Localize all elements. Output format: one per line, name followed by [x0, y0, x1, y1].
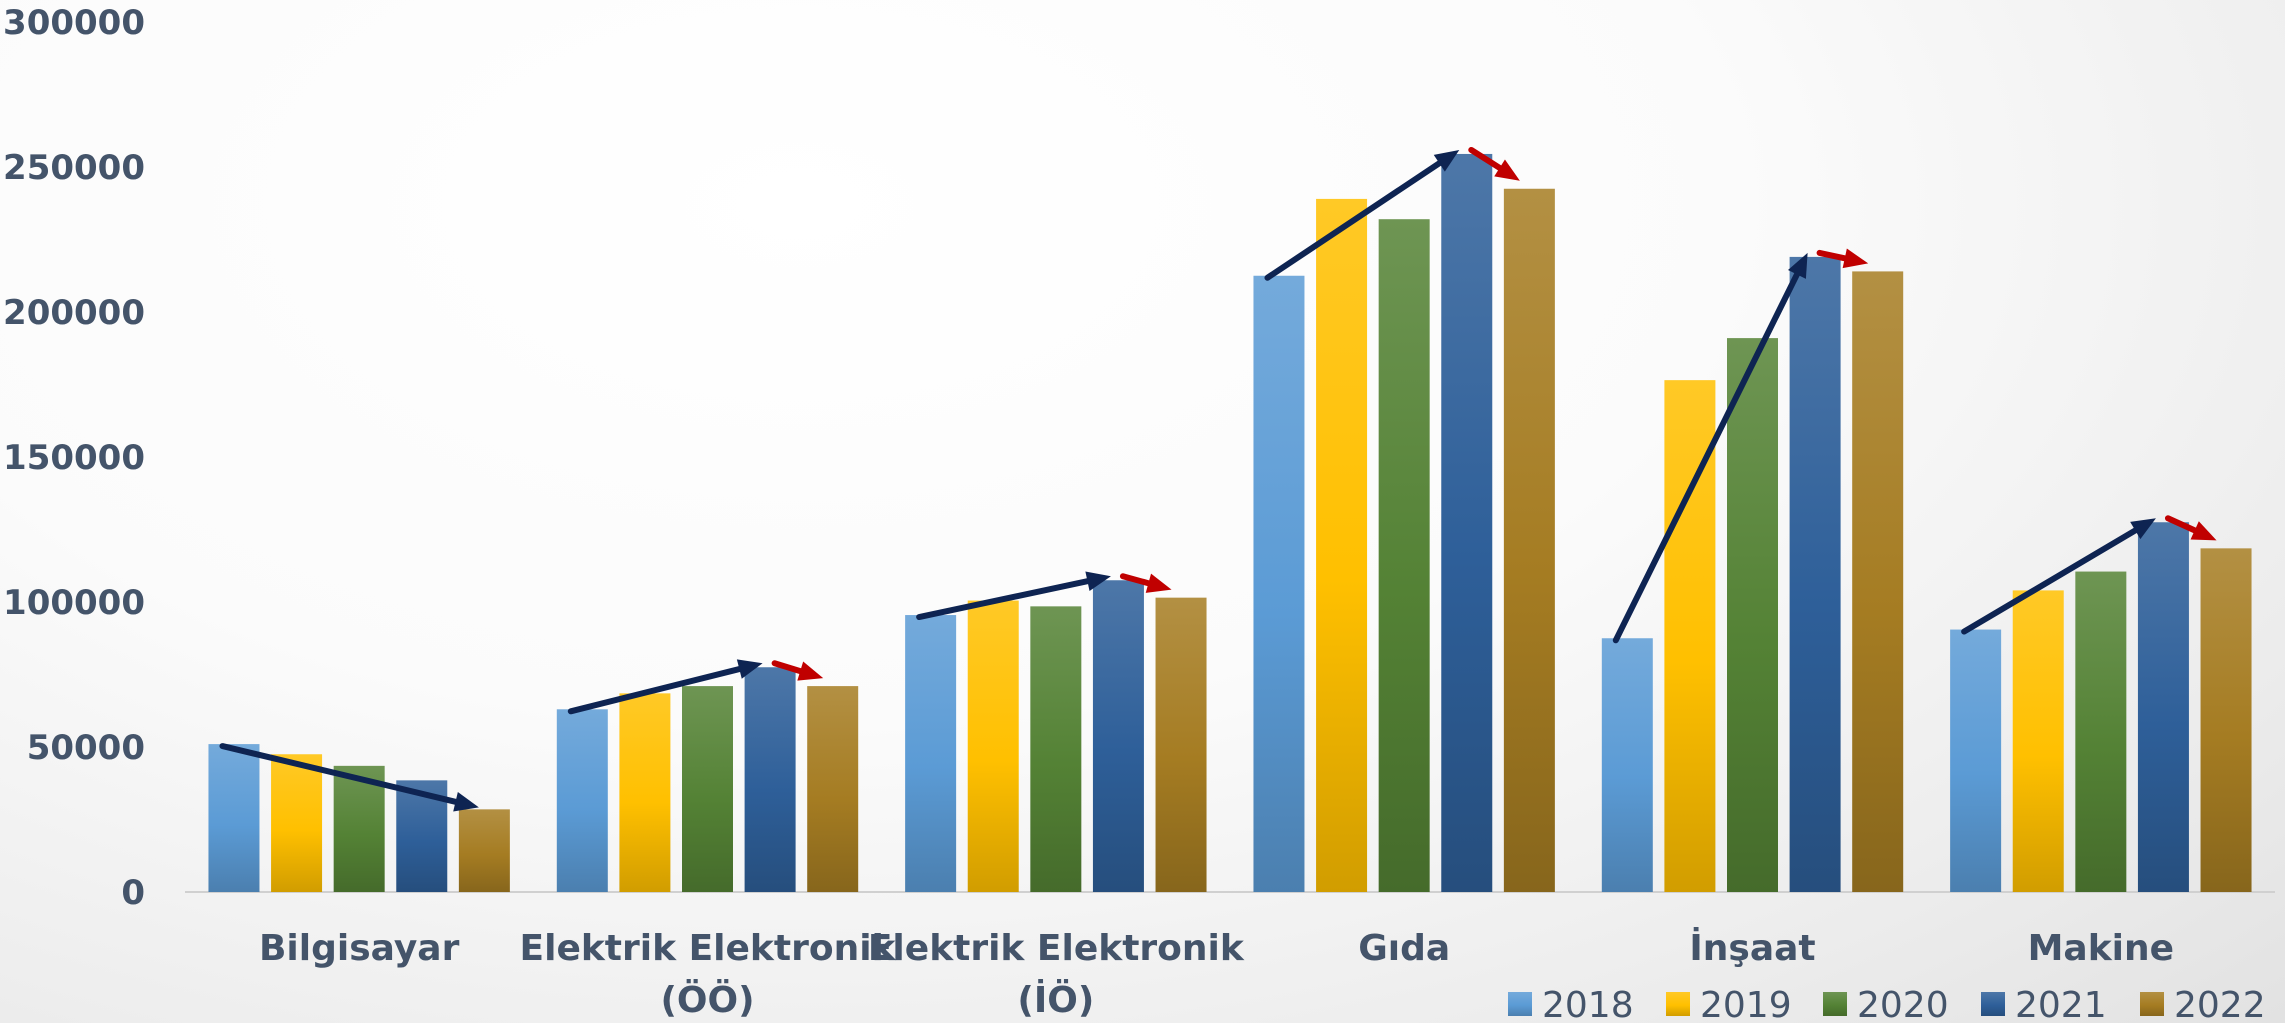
trend-arrow-line	[916, 578, 1091, 621]
trend-arrow-line	[1264, 160, 1443, 281]
bar	[905, 615, 957, 892]
legend-swatch	[1823, 992, 1847, 1016]
bar	[458, 809, 510, 892]
y-tick-label: 100000	[3, 583, 145, 623]
bar	[1503, 188, 1555, 892]
legend-swatch	[1508, 992, 1532, 1016]
legend-swatch	[1981, 992, 2005, 1016]
bar	[1727, 338, 1778, 893]
y-tick-label: 300000	[3, 3, 145, 43]
x-tick-label: Elektrik Elektronik (İÖ)	[868, 928, 1245, 1021]
bars	[208, 153, 2252, 893]
trend-arrow-line	[1816, 249, 1848, 262]
bar	[333, 765, 385, 892]
y-tick-label: 0	[121, 873, 145, 913]
trend-arrow-line	[1612, 271, 1800, 644]
trend-arrow-line	[1119, 573, 1152, 587]
x-tick-label: Bilgisayar	[259, 928, 460, 969]
bar	[2075, 571, 2127, 892]
trend-arrow-head	[453, 792, 479, 812]
y-axis: 0 50000 100000 150000 200000 250000 300000	[3, 3, 145, 913]
trend-arrow-head	[1494, 159, 1520, 181]
legend-label: 2020	[1857, 985, 1949, 1023]
trend-arrow-line	[219, 743, 459, 805]
trend-arrow-head	[1433, 149, 1460, 172]
trend-arrow-head	[1085, 571, 1111, 592]
bar	[1664, 380, 1716, 892]
y-tick-label: 150000	[3, 438, 145, 478]
x-tick-label: Makine	[2028, 928, 2174, 969]
bar	[2012, 590, 2064, 892]
bar	[1316, 198, 1368, 892]
bar	[619, 693, 671, 892]
trend-arrow-line	[1468, 146, 1503, 171]
legend-swatch	[2140, 992, 2164, 1016]
bar	[744, 667, 796, 892]
bar	[1950, 629, 2002, 892]
x-tick-label: İnşaat	[1689, 927, 1815, 969]
trend-arrow-head	[2130, 518, 2156, 540]
trend-arrows	[219, 146, 2217, 812]
x-tick-label: Elektrik Elektronik (ÖÖ)	[520, 928, 897, 1021]
trend-arrow-head	[1145, 573, 1172, 593]
bar	[1155, 597, 1207, 892]
bar	[967, 600, 1019, 892]
bar	[1030, 606, 1082, 892]
y-tick-label: 50000	[27, 728, 145, 768]
y-tick-label: 200000	[3, 293, 145, 333]
bar	[1253, 275, 1305, 892]
bar	[807, 686, 859, 892]
x-tick-label: Gıda	[1358, 928, 1450, 969]
trend-arrow-line	[1961, 527, 2139, 635]
bar	[1852, 271, 1904, 892]
bar	[1441, 153, 1493, 892]
y-tick-label: 250000	[3, 148, 145, 188]
legend-swatch	[1666, 992, 1690, 1016]
bar	[682, 686, 733, 892]
bar	[1378, 219, 1430, 892]
legend: 2018 2019 2020 2021 2022	[1508, 985, 2266, 1023]
bar	[2200, 548, 2252, 892]
trend-arrow-head	[736, 659, 763, 679]
legend-label: 2022	[2174, 985, 2266, 1023]
trend-arrow-head	[797, 661, 824, 681]
bar	[1601, 638, 1653, 892]
bar	[1789, 256, 1841, 892]
legend-label: 2019	[1700, 985, 1792, 1023]
trend-arrow-line	[2164, 515, 2198, 534]
trend-arrow-head	[1787, 252, 1808, 279]
x-axis: Bilgisayar Elektrik Elektronik (ÖÖ)Elektri…	[185, 891, 2275, 1021]
trend-arrow-head	[1842, 248, 1869, 269]
legend-label: 2021	[2015, 985, 2107, 1023]
trend-arrow-head	[2190, 521, 2217, 541]
trend-arrow-line	[771, 660, 804, 675]
bar	[2137, 522, 2189, 892]
legend-label: 2018	[1542, 985, 1634, 1023]
bar	[208, 744, 260, 892]
bar	[556, 709, 608, 892]
trend-arrow-line	[567, 666, 743, 715]
bar	[1092, 580, 1144, 892]
bar	[271, 754, 323, 892]
